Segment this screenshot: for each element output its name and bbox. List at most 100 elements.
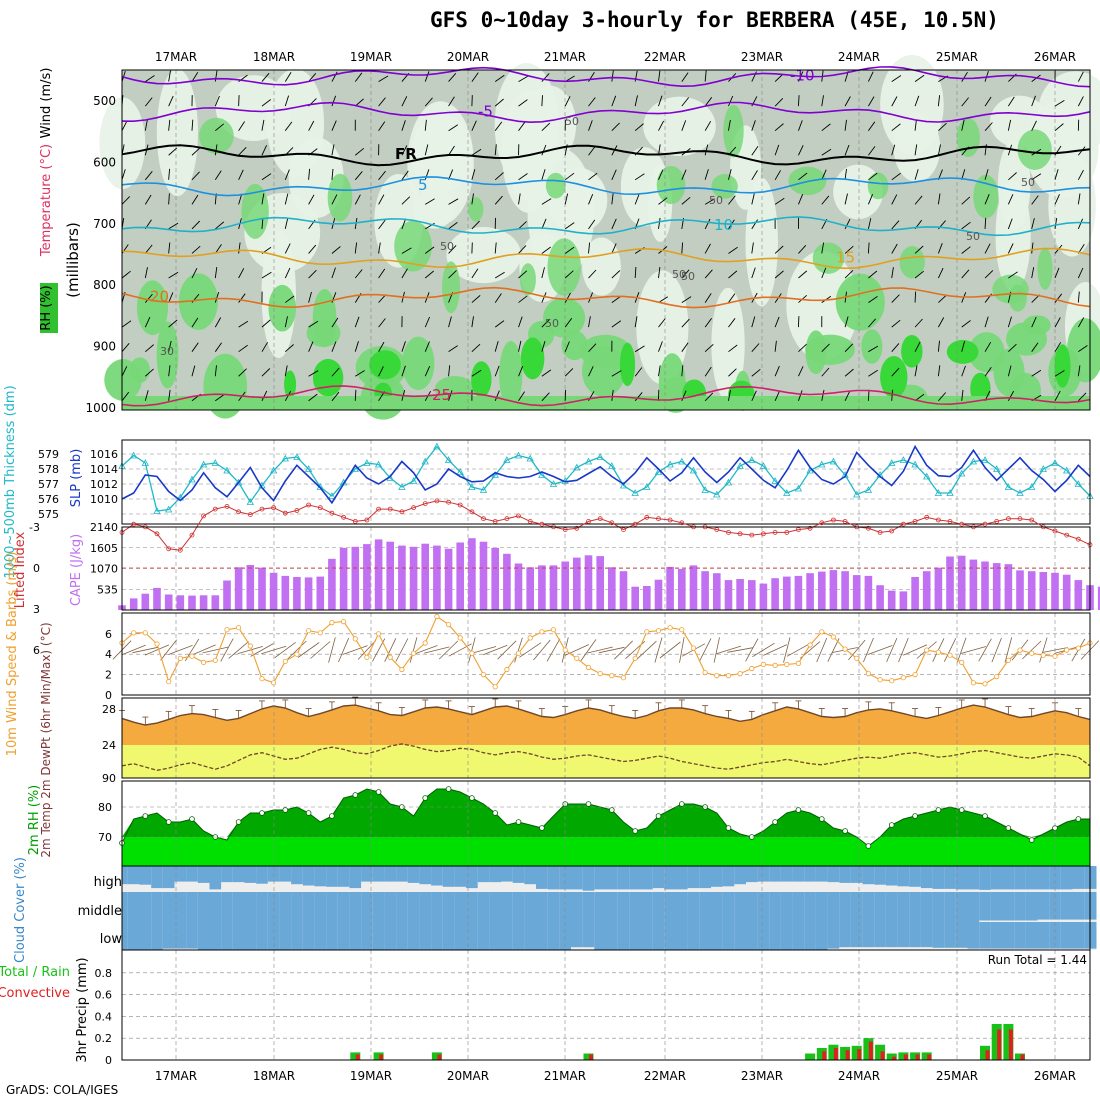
wind-barb (868, 270, 878, 279)
precip-total-bar (980, 1045, 990, 1060)
wind-barb-10m (144, 644, 170, 656)
cloud-middle-cell (209, 892, 222, 922)
cloud-middle-cell (804, 892, 817, 922)
cloud-high-cell (139, 866, 152, 885)
cloud-high-cell (687, 866, 700, 889)
wind-barb-10m (250, 643, 274, 657)
rh-wet-patch (579, 334, 632, 369)
cloud-middle-cell (431, 892, 444, 922)
cloud-low-cell (1002, 922, 1015, 949)
thickness-point (888, 459, 896, 466)
temperature-axis-label: Temperature (°C) (39, 144, 54, 257)
cloud-high-cell (606, 866, 619, 890)
wind-barb (774, 123, 784, 132)
cloud-high-cell (617, 866, 630, 890)
rh-point (235, 819, 242, 825)
cloud-high-cell (850, 866, 864, 883)
cloud-low-cell (1037, 922, 1050, 949)
lifted-index-line (121, 500, 1091, 551)
wind-barb (448, 390, 453, 401)
cloud-high-cell (652, 866, 665, 889)
wind-barb (891, 319, 901, 328)
wind-barb (308, 320, 319, 328)
wind-barb (658, 95, 663, 107)
lifted-index-point (877, 530, 883, 535)
cloud-middle-cell (536, 892, 549, 922)
cloud-middle-cell (1072, 892, 1085, 920)
date-label-top: 23MAR (741, 50, 783, 64)
rh-very-wet-patch (284, 370, 297, 399)
wind-barb (588, 242, 591, 254)
wind-barb (1031, 120, 1037, 131)
cape-bar (199, 595, 208, 610)
wind-barb (331, 120, 337, 131)
cloud-low-cell (407, 922, 420, 950)
wind-barb (378, 75, 389, 82)
wind-barb (424, 270, 434, 279)
lifted-index-point (306, 502, 312, 508)
wind-barb-10m (328, 637, 336, 663)
cloud-high-cell (314, 866, 327, 887)
wind-barb (238, 242, 241, 254)
cloud-low-cell (804, 922, 817, 950)
wind-barb (728, 195, 736, 205)
wind-barb (891, 267, 894, 279)
wind-barb (984, 341, 992, 352)
thickness-point (666, 460, 674, 468)
thickness-point (129, 451, 138, 459)
wind-barb-10m (848, 639, 866, 661)
cape-lifted-index-panel: -3 0 3 6 535 1070 1605 2140 Lifted Index CAPE (J/… (13, 498, 1100, 657)
wind-barb (471, 295, 481, 303)
wind-barb (494, 271, 505, 279)
wind-speed-point (842, 646, 848, 652)
rh-point (935, 807, 942, 813)
wind-speed-point (830, 634, 837, 640)
wind-barb-10m (395, 638, 409, 662)
slp-tick-label: 1012 (90, 478, 118, 491)
wind-barb (448, 222, 458, 230)
wind-barb-10m (898, 637, 909, 663)
rh-moist-patch (442, 261, 461, 314)
rh-wet-patch (805, 334, 855, 365)
cloud-middle-cell (361, 892, 374, 922)
thickness-point (596, 453, 604, 460)
cloud-axis-label: Cloud Cover (%) (13, 857, 28, 963)
rh-moist-patch (327, 173, 353, 222)
cloud-high-cell (372, 866, 385, 882)
wind-barb (191, 245, 201, 254)
precip-convective-bar (857, 1049, 862, 1060)
date-label-top: 18MAR (253, 50, 295, 64)
lifted-index-point (469, 509, 475, 515)
cape-bar (689, 565, 698, 610)
wind-barb (658, 217, 661, 229)
cloud-middle-cell (606, 892, 619, 922)
wind-barb-10m (482, 644, 508, 656)
wind-barb (961, 389, 964, 401)
wind-barb (961, 269, 970, 279)
lifted-index-point (586, 519, 591, 524)
wind-barb (658, 318, 666, 328)
cloud-high-cell (466, 866, 479, 889)
cape-bar (783, 576, 791, 610)
wind-barb (961, 71, 968, 82)
date-label-bottom: 19MAR (350, 1069, 392, 1083)
cape-bar (1062, 574, 1071, 610)
wind-barb (168, 193, 170, 205)
cloud-middle-cell (687, 892, 700, 922)
wind-barb (191, 72, 199, 82)
wind-speed-point (655, 628, 662, 634)
wind-barb-10m (659, 641, 681, 659)
wind-barb (261, 145, 268, 156)
cape-bar (526, 567, 534, 610)
cloud-high-cell (501, 866, 514, 882)
cloud-high-cell (291, 866, 304, 885)
thickness-point (573, 463, 581, 471)
wind-barb-10m (679, 637, 685, 663)
wind-barb (564, 341, 570, 352)
wind-barb (494, 365, 500, 377)
wind-barb (145, 75, 155, 82)
wind-barb (424, 119, 427, 131)
wind-speed-point (329, 619, 335, 626)
wind-barb (634, 316, 638, 328)
wind-barb (984, 270, 994, 279)
